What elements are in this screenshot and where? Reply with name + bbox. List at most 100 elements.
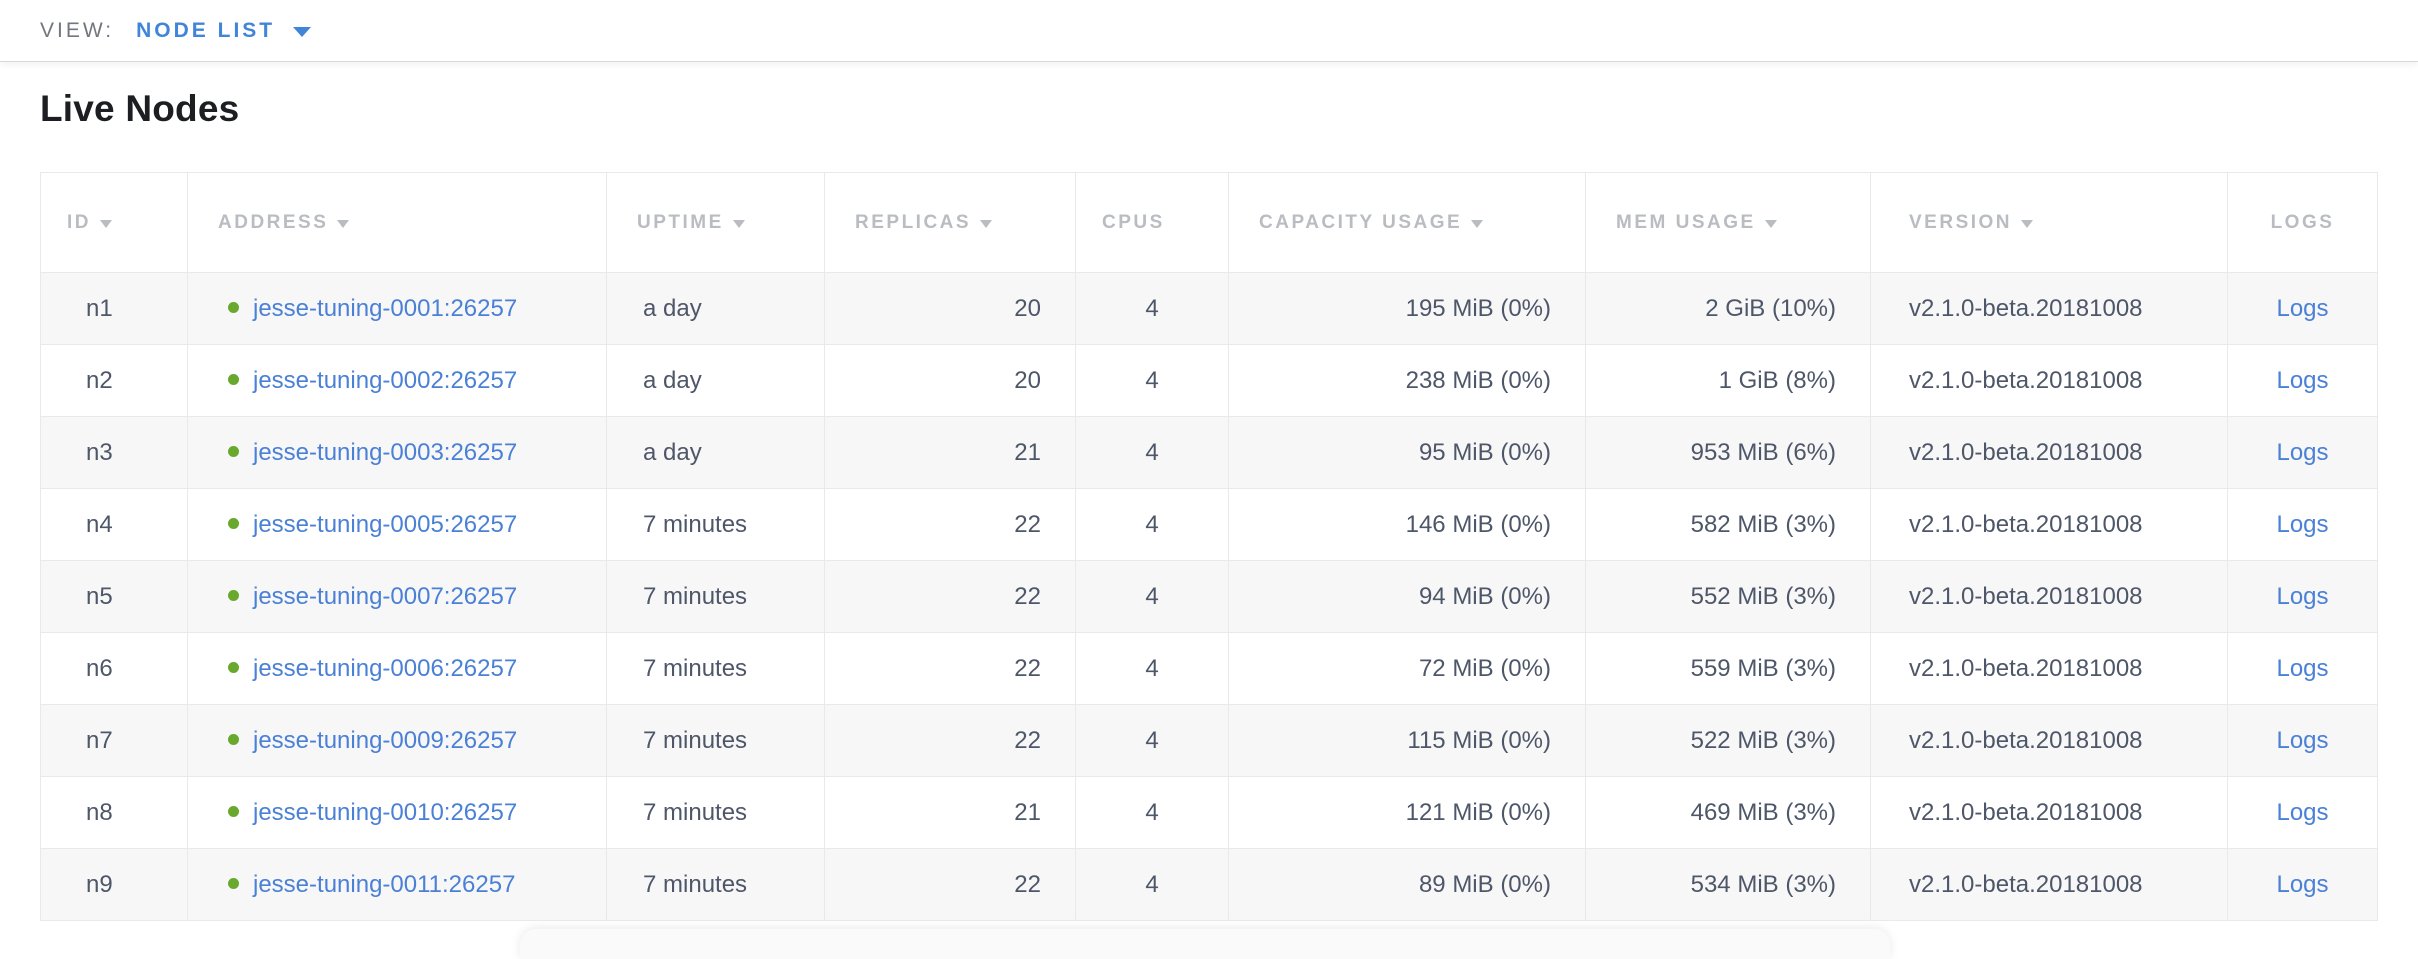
- cell-replicas: 21: [824, 416, 1076, 489]
- node-address-link[interactable]: jesse-tuning-0006:26257: [253, 654, 518, 682]
- cell-cpus: 4: [1075, 632, 1229, 705]
- cell-id: n6: [40, 632, 188, 705]
- cell-version: v2.1.0-beta.20181008: [1870, 272, 2228, 345]
- cell-uptime: a day: [606, 344, 825, 417]
- sort-descending-icon: [1471, 219, 1484, 228]
- build-version: v2.1.0-beta.20181008: [1909, 510, 2143, 538]
- live-status-dot-icon: [228, 445, 239, 457]
- logs-link[interactable]: Logs: [2276, 366, 2329, 394]
- node-address-link[interactable]: jesse-tuning-0001:26257: [253, 294, 518, 322]
- cell-address: jesse-tuning-0009:26257: [187, 704, 607, 777]
- column-header-replicas[interactable]: REPLICAS: [824, 172, 1076, 273]
- cpus-value: 4: [1145, 870, 1159, 898]
- live-status-dot-icon: [228, 877, 239, 889]
- cell-replicas: 21: [824, 776, 1076, 849]
- node-address-link[interactable]: jesse-tuning-0009:26257: [253, 726, 518, 754]
- node-address-link[interactable]: jesse-tuning-0010:26257: [253, 798, 518, 826]
- uptime-value: 7 minutes: [643, 582, 748, 610]
- table-row: n8 jesse-tuning-0010:26257 7 minutes 21 4 121…: [40, 776, 2378, 849]
- cell-cpus: 4: [1075, 776, 1229, 849]
- logs-link[interactable]: Logs: [2276, 438, 2329, 466]
- live-status-dot-icon: [228, 517, 239, 529]
- node-address-link[interactable]: jesse-tuning-0005:26257: [253, 510, 518, 538]
- table-row: n2 jesse-tuning-0002:26257 a day 20 4 238 MiB…: [40, 344, 2378, 417]
- capacity-usage-value: 95 MiB (0%): [1418, 438, 1551, 466]
- cell-address: jesse-tuning-0005:26257: [187, 488, 607, 561]
- logs-link[interactable]: Logs: [2276, 654, 2329, 682]
- replicas-value: 20: [1014, 366, 1041, 394]
- logs-link[interactable]: Logs: [2276, 582, 2329, 610]
- node-id: n3: [86, 438, 113, 466]
- cpus-value: 4: [1145, 294, 1159, 322]
- capacity-usage-value: 72 MiB (0%): [1418, 654, 1551, 682]
- cell-replicas: 22: [824, 560, 1076, 633]
- cell-mem: 534 MiB (3%): [1585, 848, 1871, 921]
- column-header-label: CAPACITY USAGE: [1259, 211, 1463, 233]
- node-address-link[interactable]: jesse-tuning-0011:26257: [253, 870, 516, 898]
- cell-version: v2.1.0-beta.20181008: [1870, 704, 2228, 777]
- cell-version: v2.1.0-beta.20181008: [1870, 560, 2228, 633]
- column-header-uptime[interactable]: UPTIME: [606, 172, 825, 273]
- node-address-link[interactable]: jesse-tuning-0002:26257: [253, 366, 518, 394]
- column-header-id[interactable]: ID: [40, 172, 188, 273]
- cell-uptime: 7 minutes: [606, 632, 825, 705]
- column-header-label: MEM USAGE: [1616, 211, 1756, 233]
- uptime-value: 7 minutes: [643, 726, 748, 754]
- mem-usage-value: 953 MiB (6%): [1690, 438, 1836, 466]
- capacity-usage-value: 195 MiB (0%): [1405, 294, 1551, 322]
- logs-link[interactable]: Logs: [2276, 798, 2329, 826]
- logs-link[interactable]: Logs: [2276, 726, 2329, 754]
- sort-descending-icon: [2021, 219, 2034, 228]
- column-header-version[interactable]: VERSION: [1870, 172, 2228, 273]
- cell-capacity: 146 MiB (0%): [1228, 488, 1586, 561]
- mem-usage-value: 522 MiB (3%): [1690, 726, 1836, 754]
- column-header-capacity[interactable]: CAPACITY USAGE: [1228, 172, 1586, 273]
- table-row: n4 jesse-tuning-0005:26257 7 minutes 22 4 146…: [40, 488, 2378, 561]
- node-id: n9: [86, 870, 113, 898]
- cell-logs: Logs: [2227, 344, 2378, 417]
- replicas-value: 22: [1014, 510, 1041, 538]
- uptime-value: 7 minutes: [643, 798, 748, 826]
- build-version: v2.1.0-beta.20181008: [1909, 366, 2143, 394]
- table-row: n6 jesse-tuning-0006:26257 7 minutes 22 4 72 …: [40, 632, 2378, 705]
- sort-descending-icon: [1764, 219, 1777, 228]
- cell-mem: 469 MiB (3%): [1585, 776, 1871, 849]
- replicas-value: 21: [1014, 438, 1041, 466]
- replicas-value: 22: [1014, 870, 1041, 898]
- uptime-value: a day: [643, 366, 702, 394]
- cell-capacity: 121 MiB (0%): [1228, 776, 1586, 849]
- table-row: n9 jesse-tuning-0011:26257 7 minutes 22 4 89 …: [40, 848, 2378, 921]
- cell-version: v2.1.0-beta.20181008: [1870, 848, 2228, 921]
- column-header-label: UPTIME: [637, 211, 724, 233]
- logs-link[interactable]: Logs: [2276, 294, 2329, 322]
- cpus-value: 4: [1145, 510, 1159, 538]
- cell-replicas: 20: [824, 272, 1076, 345]
- cell-capacity: 238 MiB (0%): [1228, 344, 1586, 417]
- cell-mem: 582 MiB (3%): [1585, 488, 1871, 561]
- cell-version: v2.1.0-beta.20181008: [1870, 488, 2228, 561]
- node-address-link[interactable]: jesse-tuning-0007:26257: [253, 582, 518, 610]
- logs-link[interactable]: Logs: [2276, 870, 2329, 898]
- cell-logs: Logs: [2227, 704, 2378, 777]
- cpus-value: 4: [1145, 582, 1159, 610]
- column-header-address[interactable]: ADDRESS: [187, 172, 607, 273]
- cell-cpus: 4: [1075, 344, 1229, 417]
- column-header-label: LOGS: [2270, 211, 2335, 233]
- column-header-mem[interactable]: MEM USAGE: [1585, 172, 1871, 273]
- cell-version: v2.1.0-beta.20181008: [1870, 416, 2228, 489]
- cell-address: jesse-tuning-0006:26257: [187, 632, 607, 705]
- cpus-value: 4: [1145, 798, 1159, 826]
- sort-descending-icon: [732, 219, 745, 228]
- mem-usage-value: 559 MiB (3%): [1690, 654, 1836, 682]
- view-selector[interactable]: NODE LIST: [136, 18, 312, 43]
- build-version: v2.1.0-beta.20181008: [1909, 654, 2143, 682]
- view-selected-value: NODE LIST: [136, 18, 276, 42]
- node-id: n7: [86, 726, 113, 754]
- replicas-value: 22: [1014, 654, 1041, 682]
- caret-down-icon: [293, 26, 312, 37]
- column-header-label: CPUS: [1102, 211, 1165, 233]
- logs-link[interactable]: Logs: [2276, 510, 2329, 538]
- uptime-value: 7 minutes: [643, 654, 748, 682]
- node-address-link[interactable]: jesse-tuning-0003:26257: [253, 438, 518, 466]
- cell-cpus: 4: [1075, 272, 1229, 345]
